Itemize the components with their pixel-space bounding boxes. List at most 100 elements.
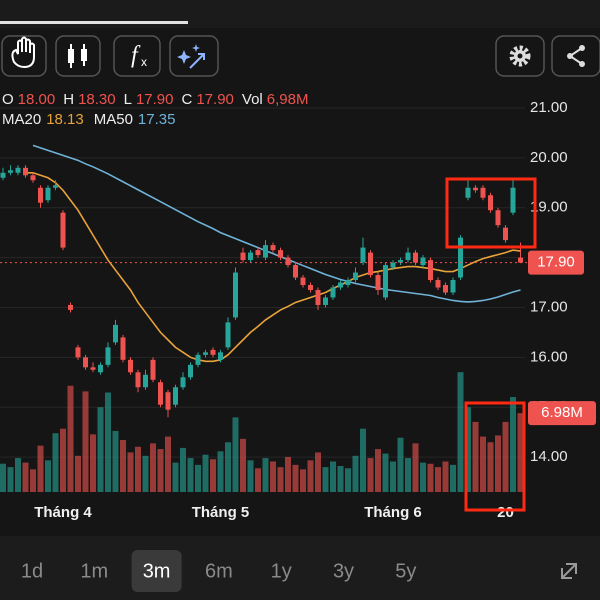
volume-bar xyxy=(262,458,269,492)
candle-body xyxy=(353,272,358,281)
range-selected xyxy=(131,550,182,592)
candle-body xyxy=(143,374,148,388)
range-button[interactable]: 1y xyxy=(271,560,292,582)
candle-body xyxy=(405,252,411,261)
info-value: 18.30 xyxy=(78,91,116,108)
info-label: Vol xyxy=(242,91,263,108)
info-label: O xyxy=(2,91,14,108)
candle-body xyxy=(518,257,523,263)
candle-body xyxy=(278,250,283,258)
candle-body xyxy=(195,354,201,365)
volume-bar xyxy=(247,460,254,492)
volume-bar xyxy=(232,417,239,492)
range-button[interactable]: 1d xyxy=(21,560,43,582)
tool-ai[interactable] xyxy=(169,35,219,77)
candle-body xyxy=(263,245,268,258)
expand-icon[interactable] xyxy=(561,563,577,579)
price-tag xyxy=(528,250,584,275)
tool-hand[interactable] xyxy=(1,35,47,77)
volume-bar xyxy=(112,430,119,492)
volume-bar xyxy=(390,461,396,492)
candle-body xyxy=(45,187,51,201)
volume-bar xyxy=(480,436,486,492)
range-button[interactable]: 5y xyxy=(395,560,416,582)
candle-body xyxy=(165,392,171,410)
candle-body xyxy=(503,227,508,241)
candle-body xyxy=(150,359,156,380)
volume-bar xyxy=(495,435,501,492)
range-button[interactable]: 3y xyxy=(333,560,354,582)
volume-bar xyxy=(120,439,126,492)
info-label: H xyxy=(63,91,74,108)
volume-bar xyxy=(457,372,464,492)
candle-body xyxy=(255,250,261,256)
y-tick-label: 14.00 xyxy=(530,448,568,465)
volume-bar xyxy=(427,463,434,492)
volume-bar xyxy=(165,436,171,492)
volume-bar xyxy=(217,451,224,492)
volume-bar xyxy=(285,456,291,492)
volume-bar xyxy=(397,437,404,492)
volume-bar xyxy=(487,442,494,492)
volume-bar xyxy=(337,465,344,492)
candle-body xyxy=(465,187,471,198)
candle-body xyxy=(135,372,141,388)
volume-bar xyxy=(157,449,164,492)
volume-bar xyxy=(75,455,81,492)
info-value: 17.90 xyxy=(196,91,234,108)
volume-bar xyxy=(0,463,6,492)
tool-candles[interactable] xyxy=(55,35,101,77)
y-tick-label: 19.00 xyxy=(530,199,568,216)
share-button[interactable] xyxy=(551,35,600,77)
progress xyxy=(0,21,188,24)
volume-bar xyxy=(375,449,381,492)
volume-bar xyxy=(30,469,36,492)
info-value: 6,98M xyxy=(267,91,309,108)
candle-body xyxy=(8,170,13,173)
y-tick-label: 16.00 xyxy=(530,348,568,365)
candle-body xyxy=(248,252,253,261)
info-value: 18.00 xyxy=(18,91,56,108)
volume-bar xyxy=(300,469,306,492)
candle-body xyxy=(90,367,96,370)
ma-name: MA50 xyxy=(94,111,133,128)
y-tick-label: 17.00 xyxy=(530,298,568,315)
candle-body xyxy=(83,357,88,368)
volume-bar xyxy=(82,391,89,492)
volume-bar xyxy=(210,459,216,492)
volume-bar xyxy=(277,467,284,492)
ma-line xyxy=(25,171,521,363)
volume-bar xyxy=(15,458,21,492)
range-button[interactable]: 3m xyxy=(143,560,171,582)
svg-text:f: f xyxy=(131,43,141,69)
candle-body xyxy=(0,172,6,178)
volume-bar xyxy=(60,428,66,492)
candle-body xyxy=(375,275,381,290)
volume-bar xyxy=(187,458,194,492)
candle-body xyxy=(308,285,313,290)
candle-body xyxy=(240,252,246,261)
candle-body xyxy=(420,257,426,266)
price-tag-label: 17.90 xyxy=(537,254,575,271)
candle-body xyxy=(218,352,223,360)
candle-body xyxy=(180,377,186,388)
highlight-price xyxy=(445,177,537,249)
volume-bar xyxy=(105,392,111,492)
settings-button[interactable] xyxy=(495,35,545,77)
candle-body xyxy=(270,245,276,251)
candle-body xyxy=(128,359,133,373)
candle-body xyxy=(233,272,238,318)
info-value: 17.90 xyxy=(136,91,174,108)
candle-body xyxy=(330,287,336,298)
candle-body xyxy=(510,187,516,213)
volume-bar xyxy=(292,464,299,492)
volume-bar xyxy=(180,447,186,492)
candle-body xyxy=(38,187,43,203)
info-label: C xyxy=(182,91,193,108)
range-button[interactable]: 6m xyxy=(205,560,233,582)
volume-bar xyxy=(405,458,411,492)
range-button[interactable]: 1m xyxy=(80,560,108,582)
candle-body xyxy=(98,364,103,373)
